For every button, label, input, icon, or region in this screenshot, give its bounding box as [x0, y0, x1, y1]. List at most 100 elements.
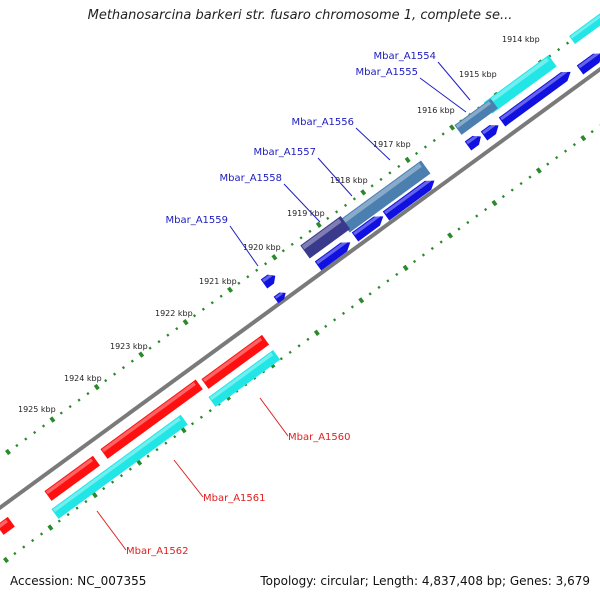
minor-tick	[86, 391, 90, 396]
gene-label-mbar_a1562-leader	[96, 510, 127, 551]
blue-arrow-a1555-shape[interactable]	[480, 121, 502, 141]
cyan-gene-upper-shape[interactable]	[483, 55, 557, 114]
minor-tick	[199, 415, 203, 419]
minor-tick	[441, 132, 445, 136]
major-tick	[93, 383, 100, 391]
cyan-gene-a1561-shape[interactable]	[51, 414, 188, 519]
gene-label-mbar_a1560[interactable]: Mbar_A1560	[288, 432, 351, 443]
minor-tick	[102, 486, 106, 491]
accession-label: Accession: NC_007355	[10, 574, 147, 588]
minor-tick	[457, 227, 461, 231]
steel-gene-upper-shape[interactable]	[454, 98, 498, 135]
blue-arrow-a1555b[interactable]	[464, 132, 484, 151]
minor-tick	[386, 279, 390, 283]
cyan-gene-a1561-bevel	[52, 417, 181, 513]
minor-tick	[290, 242, 294, 246]
red-gene-a1562[interactable]	[44, 455, 100, 501]
gene-label-mbar_a1558[interactable]: Mbar_A1558	[219, 173, 282, 184]
red-gene-a1560-shape[interactable]	[201, 334, 270, 389]
red-gene-edge-shape[interactable]	[0, 516, 15, 535]
red-gene-a1561[interactable]	[100, 379, 203, 459]
gene-label-mbar_a1562[interactable]: Mbar_A1562	[126, 546, 189, 557]
minor-tick	[297, 344, 301, 348]
blue-arrow-a1559-bevel	[262, 273, 273, 283]
blue-arrow-a1557-bevel	[353, 214, 380, 236]
blue-arrow-a1556-shape[interactable]	[382, 176, 438, 221]
topology-label: Topology: circular; Length: 4,837,408 bp…	[260, 574, 590, 588]
blue-arrow-a1556[interactable]	[382, 176, 438, 221]
minor-tick	[370, 184, 374, 188]
red-gene-a1561-shape[interactable]	[100, 379, 203, 459]
gene-label-mbar_a1561-leader	[173, 459, 204, 498]
gene-label-mbar_a1559-leader	[229, 225, 259, 267]
steel-gene-a1556[interactable]	[340, 160, 431, 233]
blue-arrow-top-shape[interactable]	[576, 49, 600, 75]
red-gene-a1562-shape[interactable]	[44, 455, 100, 501]
blue-arrow-a1557[interactable]	[351, 212, 387, 242]
minor-tick	[590, 130, 594, 134]
minor-tick	[519, 181, 523, 186]
minor-tick	[555, 155, 559, 160]
cyan-gene-top[interactable]	[569, 12, 600, 45]
blue-arrow-a1558[interactable]	[314, 238, 354, 271]
blue-arrow-small[interactable]	[273, 290, 288, 304]
blue-arrow-a1558-bevel	[316, 240, 348, 265]
red-gene-edge[interactable]	[0, 516, 15, 535]
red-gene-a1561-bevel	[101, 382, 196, 453]
gene-label-mbar_a1554[interactable]: Mbar_A1554	[373, 51, 436, 62]
blue-arrow-small-bevel	[275, 292, 283, 299]
minor-tick	[281, 249, 285, 253]
ruler-label: 1925 kbp	[18, 405, 56, 414]
minor-tick	[219, 294, 223, 298]
blue-arrow-a1559-shape[interactable]	[260, 271, 279, 289]
gene-label-mbar_a1557[interactable]: Mbar_A1557	[253, 147, 316, 158]
minor-tick	[112, 372, 117, 376]
red-gene-a1560[interactable]	[201, 334, 270, 389]
indigo-gene-a1558[interactable]	[300, 216, 351, 259]
cyan-gene-upper[interactable]	[483, 55, 557, 114]
blue-arrow-a1559[interactable]	[260, 271, 279, 289]
minor-tick	[57, 519, 61, 523]
minor-tick	[388, 171, 392, 175]
gene-label-mbar_a1559[interactable]: Mbar_A1559	[165, 215, 228, 226]
cyan-gene-a1560-bevel	[209, 352, 274, 401]
blue-arrow-a1554[interactable]	[498, 67, 574, 127]
major-tick	[404, 156, 411, 164]
minor-tick	[75, 506, 79, 510]
minor-tick	[421, 253, 426, 257]
minor-tick	[412, 259, 417, 264]
minor-tick	[546, 162, 550, 166]
minor-tick	[395, 272, 399, 277]
cyan-gene-a1561[interactable]	[51, 414, 188, 519]
minor-tick	[565, 41, 570, 45]
gene-label-mbar_a1561[interactable]: Mbar_A1561	[203, 493, 266, 504]
minor-tick	[119, 474, 124, 478]
cyan-gene-a1560-shape[interactable]	[208, 349, 281, 407]
blue-arrow-a1558-shape[interactable]	[314, 238, 354, 271]
gene-label-mbar_a1556-leader	[355, 127, 391, 161]
blue-arrow-a1555[interactable]	[480, 121, 502, 141]
blue-arrow-a1557-shape[interactable]	[351, 212, 387, 242]
cyan-gene-top-shape[interactable]	[569, 12, 600, 45]
blue-arrow-small-shape[interactable]	[273, 290, 288, 304]
minor-tick	[279, 357, 283, 361]
ruler-label: 1918 kbp	[330, 176, 368, 185]
cyan-gene-a1560[interactable]	[208, 349, 281, 407]
steel-gene-a1556-shape[interactable]	[340, 160, 431, 233]
blue-arrow-top[interactable]	[576, 49, 600, 75]
blue-arrow-a1555b-shape[interactable]	[464, 132, 484, 151]
blue-arrow-a1554-shape[interactable]	[498, 67, 574, 127]
steel-gene-upper[interactable]	[454, 98, 498, 135]
blue-arrow-a1554-bevel	[500, 69, 568, 121]
gene-label-mbar_a1555[interactable]: Mbar_A1555	[355, 67, 418, 78]
indigo-gene-a1558-shape[interactable]	[300, 216, 351, 259]
minor-tick	[343, 203, 348, 207]
gene-label-mbar_a1556[interactable]: Mbar_A1556	[291, 117, 354, 128]
minor-tick	[148, 346, 152, 350]
outer-ruler	[5, 22, 596, 456]
blue-arrow-top-bevel	[578, 51, 600, 69]
ruler-label: 1915 kbp	[459, 70, 497, 79]
blue-arrow-a1555-bevel	[482, 123, 496, 135]
